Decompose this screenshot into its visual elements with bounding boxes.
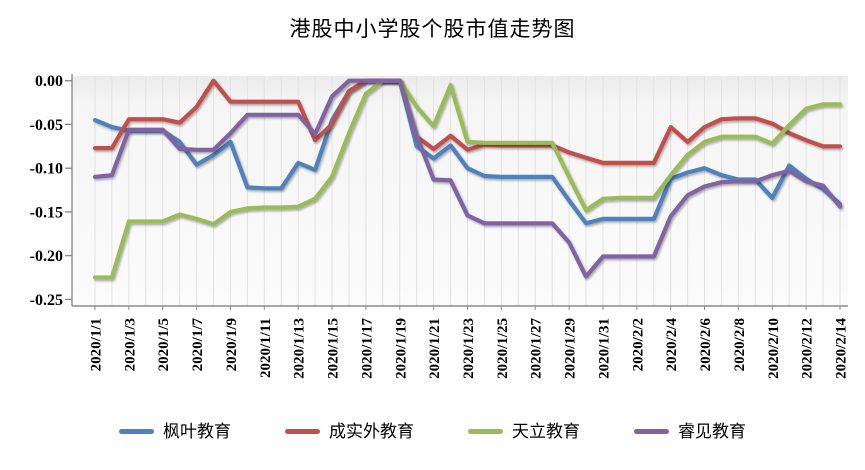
x-tick-label: 2020/2/2 bbox=[630, 318, 646, 371]
series-line-2 bbox=[92, 78, 843, 280]
legend-label: 枫叶教育 bbox=[163, 422, 231, 441]
y-tick-label: -0.10 bbox=[30, 161, 63, 178]
x-tick-label: 2020/1/3 bbox=[122, 318, 138, 371]
y-tick-label: 0.00 bbox=[35, 73, 63, 90]
x-tick-label: 2020/1/7 bbox=[190, 318, 206, 372]
x-tick-label: 2020/1/19 bbox=[393, 318, 409, 379]
legend-item: 睿见教育 bbox=[634, 423, 746, 440]
y-tick-label: -0.25 bbox=[30, 292, 63, 309]
legend-item: 成实外教育 bbox=[285, 423, 414, 440]
x-tick-label: 2020/1/23 bbox=[461, 318, 477, 379]
legend-label: 成实外教育 bbox=[329, 422, 414, 441]
x-tick-label: 2020/2/14 bbox=[834, 318, 850, 379]
x-tick-label: 2020/1/5 bbox=[156, 318, 172, 371]
series-line-0 bbox=[92, 78, 843, 226]
x-tick-label: 2020/2/12 bbox=[800, 318, 816, 379]
y-tick-label: -0.05 bbox=[30, 117, 63, 134]
x-tick-label: 2020/1/15 bbox=[326, 318, 342, 379]
gridlines bbox=[94, 76, 841, 306]
legend-line-icon bbox=[634, 429, 669, 434]
legend-line-icon bbox=[285, 429, 320, 434]
x-tick-label: 2020/1/11 bbox=[258, 318, 274, 378]
x-tick-label: 2020/1/9 bbox=[224, 318, 240, 371]
x-tick-label: 2020/1/1 bbox=[89, 318, 105, 371]
x-tick-label: 2020/1/25 bbox=[495, 318, 511, 379]
x-tick-label: 2020/2/10 bbox=[766, 318, 782, 379]
series-line-1 bbox=[92, 78, 843, 165]
x-tick-label: 2020/1/21 bbox=[427, 318, 443, 379]
x-tick-label: 2020/1/27 bbox=[529, 318, 545, 379]
y-tick-label: -0.15 bbox=[30, 204, 63, 221]
chart-title: 港股中小学股个股市值走势图 bbox=[289, 17, 576, 41]
legend-item: 枫叶教育 bbox=[119, 423, 231, 440]
x-tick-label: 2020/1/31 bbox=[597, 318, 613, 379]
axes bbox=[71, 74, 848, 307]
legend-item: 天立教育 bbox=[468, 423, 580, 440]
x-tick-label: 2020/1/13 bbox=[292, 318, 308, 379]
legend-label: 天立教育 bbox=[512, 422, 580, 441]
y-tick-label: -0.20 bbox=[30, 248, 63, 265]
x-tick-label: 2020/2/6 bbox=[698, 318, 714, 372]
x-tick-label: 2020/1/29 bbox=[563, 318, 579, 379]
legend-label: 睿见教育 bbox=[678, 422, 746, 441]
x-tick-label: 2020/2/4 bbox=[664, 318, 680, 372]
legend-line-icon bbox=[119, 429, 154, 434]
legend: 枫叶教育 成实外教育 天立教育 睿见教育 bbox=[0, 423, 865, 440]
legend-line-icon bbox=[468, 429, 503, 434]
series-line-3 bbox=[92, 78, 843, 279]
x-tick-label: 2020/1/17 bbox=[359, 318, 375, 379]
x-tick-label: 2020/2/8 bbox=[732, 318, 748, 371]
